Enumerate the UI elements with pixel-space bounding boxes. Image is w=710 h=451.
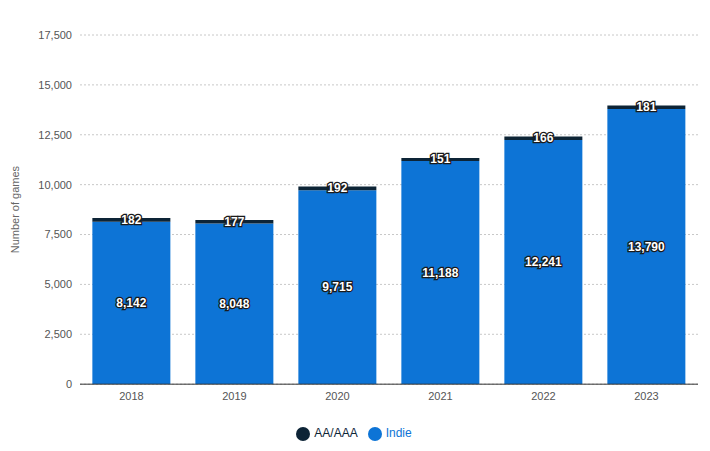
svg-text:2022: 2022	[531, 390, 555, 402]
svg-text:0: 0	[66, 378, 72, 390]
svg-text:8,048: 8,048	[219, 297, 249, 311]
svg-text:7,500: 7,500	[44, 228, 72, 240]
svg-text:5,000: 5,000	[44, 278, 72, 290]
svg-text:12,500: 12,500	[38, 129, 72, 141]
html-text:AA/AAA: AA/AAA	[314, 426, 358, 441]
svg-text:12,241: 12,241	[525, 255, 562, 269]
svg-text:13,790: 13,790	[628, 240, 665, 254]
svg-text:182: 182	[121, 213, 141, 227]
svg-text:10,000: 10,000	[38, 179, 72, 191]
svg-text:9,715: 9,715	[322, 280, 352, 294]
svg-text:2019: 2019	[222, 390, 246, 402]
svg-text:166: 166	[533, 131, 553, 145]
svg-text:2023: 2023	[634, 390, 658, 402]
html-text:Indie: Indie	[385, 426, 412, 441]
svg-text:151: 151	[430, 152, 450, 166]
svg-text:192: 192	[327, 181, 347, 195]
svg-text:177: 177	[224, 215, 244, 229]
svg-text:2018: 2018	[119, 390, 143, 402]
svg-text:Number of games: Number of games	[9, 165, 21, 253]
svg-text:181: 181	[636, 100, 656, 114]
svg-text:2,500: 2,500	[44, 328, 72, 340]
svg-text:17,500: 17,500	[38, 29, 72, 41]
svg-text:8,142: 8,142	[116, 296, 146, 310]
svg-text:2020: 2020	[325, 390, 349, 402]
svg-text:11,188: 11,188	[422, 266, 458, 280]
svg-text:2021: 2021	[428, 390, 452, 402]
svg-text:15,000: 15,000	[38, 79, 72, 91]
